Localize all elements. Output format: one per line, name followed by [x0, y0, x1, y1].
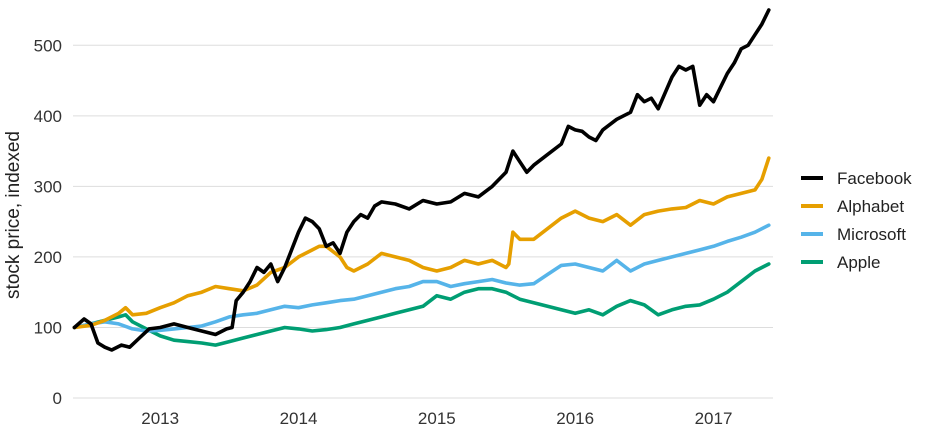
- y-tick-label: 400: [34, 107, 62, 126]
- x-tick-label: 2015: [418, 409, 456, 428]
- y-tick-label: 500: [34, 36, 62, 55]
- legend-label-alphabet: Alphabet: [837, 197, 904, 216]
- x-tick-label: 2013: [141, 409, 179, 428]
- y-tick-label: 200: [34, 248, 62, 267]
- x-axis-tick-labels: 2013 2014 2015 2016 2017: [141, 409, 732, 428]
- legend-label-apple: Apple: [837, 253, 880, 272]
- x-tick-label: 2014: [280, 409, 318, 428]
- x-tick-label: 2017: [695, 409, 733, 428]
- y-tick-label: 100: [34, 318, 62, 337]
- series-line-apple: [72, 262, 771, 347]
- series-line-alphabet: [72, 156, 771, 330]
- series-lines: [72, 8, 771, 352]
- legend-label-facebook: Facebook: [837, 169, 912, 188]
- y-tick-label: 300: [34, 177, 62, 196]
- y-axis-title: stock price, indexed: [3, 131, 24, 299]
- gridlines: [73, 44, 773, 399]
- legend: Facebook Alphabet Microsoft Apple: [801, 169, 912, 272]
- legend-label-microsoft: Microsoft: [837, 225, 906, 244]
- y-tick-label: 0: [53, 389, 62, 408]
- x-tick-label: 2016: [556, 409, 594, 428]
- series-line-microsoft: [72, 223, 771, 333]
- y-axis-tick-labels: 0 100 200 300 400 500: [34, 36, 62, 408]
- series-line-facebook: [72, 8, 771, 352]
